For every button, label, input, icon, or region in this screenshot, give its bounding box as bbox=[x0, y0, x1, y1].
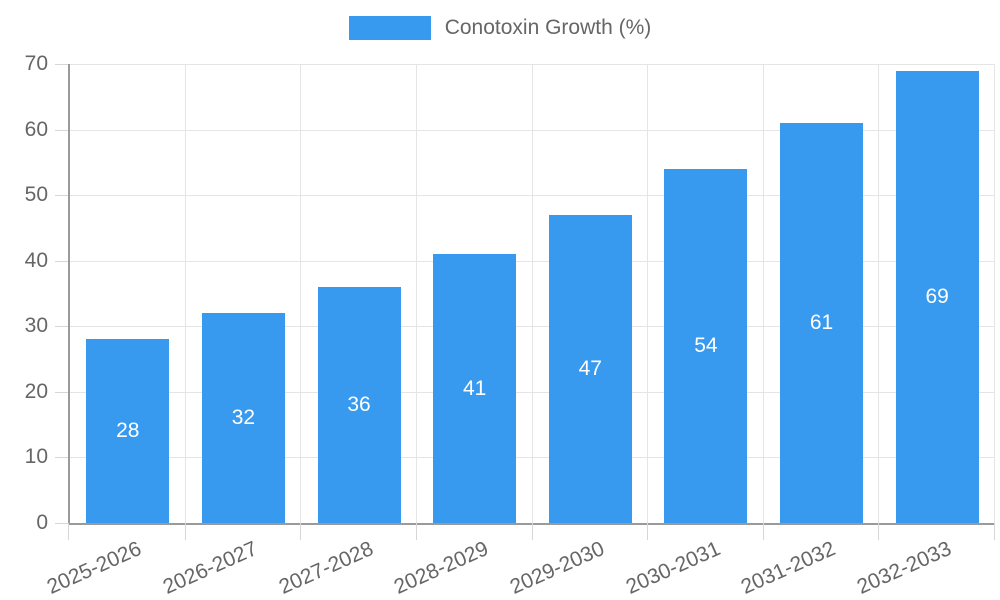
y-gridline bbox=[70, 391, 995, 393]
y-gridline bbox=[70, 195, 995, 197]
bar-2027-2028[interactable]: 36 bbox=[317, 286, 401, 523]
y-tick-mark bbox=[55, 326, 68, 328]
y-tick-mark bbox=[55, 457, 68, 459]
x-axis-tick-label: 2032-2033 bbox=[853, 537, 955, 599]
x-axis-tick-label: 2029-2030 bbox=[506, 537, 608, 599]
bar-value-label: 28 bbox=[116, 419, 140, 443]
y-gridline bbox=[70, 326, 995, 328]
bar-2032-2033[interactable]: 69 bbox=[895, 70, 979, 523]
bar-2026-2027[interactable]: 32 bbox=[201, 313, 285, 523]
bar-2030-2031[interactable]: 54 bbox=[664, 168, 748, 523]
y-tick-mark bbox=[55, 64, 68, 65]
y-tick-mark bbox=[55, 523, 68, 524]
y-axis-tick-label: 40 bbox=[24, 248, 48, 272]
x-axis-tick-label: 2030-2031 bbox=[622, 537, 724, 599]
x-gridline bbox=[994, 64, 995, 523]
x-axis-tick-label: 2027-2028 bbox=[275, 537, 377, 599]
y-axis-tick-label: 50 bbox=[24, 183, 48, 207]
x-tick-mark bbox=[531, 523, 533, 540]
x-gridline bbox=[878, 64, 880, 523]
y-axis-tick-label: 30 bbox=[24, 314, 48, 338]
bar-value-label: 32 bbox=[231, 406, 256, 430]
y-tick-mark bbox=[55, 260, 68, 262]
x-tick-mark bbox=[762, 523, 764, 540]
bar-value-label: 69 bbox=[925, 284, 949, 308]
plot-area: 0 10 20 30 40 50 60 70 28 32 36 41 47 54 61 69 2025-2026… bbox=[25, 53, 995, 599]
y-axis-tick-label: 20 bbox=[24, 379, 48, 403]
y-gridline bbox=[70, 129, 995, 131]
bar-value-label: 47 bbox=[578, 356, 602, 380]
y-tick-mark bbox=[55, 195, 68, 197]
x-gridline bbox=[300, 64, 302, 523]
x-axis-tick-label: 2026-2027 bbox=[159, 537, 261, 599]
x-gridline bbox=[415, 64, 417, 523]
x-tick-mark bbox=[878, 523, 880, 540]
chart-legend[interactable]: Conotoxin Growth (%) bbox=[0, 16, 1000, 40]
y-gridline bbox=[70, 260, 995, 262]
x-axis-tick-label: 2028-2029 bbox=[390, 537, 493, 599]
y-axis-tick-label: 60 bbox=[24, 117, 48, 141]
bar-2025-2026[interactable]: 28 bbox=[86, 339, 170, 523]
y-axis-tick-label: 70 bbox=[24, 52, 48, 75]
bar-value-label: 41 bbox=[463, 376, 487, 400]
bar-value-label: 61 bbox=[809, 311, 834, 334]
bar-2029-2030[interactable]: 47 bbox=[548, 214, 632, 523]
legend-swatch bbox=[348, 16, 431, 40]
x-gridline bbox=[647, 64, 649, 523]
x-axis-tick-label: 2025-2026 bbox=[44, 537, 146, 599]
x-tick-mark bbox=[994, 523, 995, 540]
y-tick-mark bbox=[55, 129, 68, 131]
bar-2031-2032[interactable]: 61 bbox=[780, 123, 864, 523]
legend-label: Conotoxin Growth (%) bbox=[444, 16, 652, 39]
y-axis-tick-label: 0 bbox=[36, 511, 48, 534]
y-axis-tick-label: 10 bbox=[24, 445, 48, 469]
x-gridline bbox=[531, 64, 533, 523]
x-tick-mark bbox=[184, 523, 186, 540]
x-tick-mark bbox=[68, 523, 69, 540]
x-gridline bbox=[184, 64, 186, 523]
y-gridline bbox=[70, 64, 995, 65]
x-gridline bbox=[762, 64, 764, 523]
x-axis-tick-label: 2031-2032 bbox=[737, 537, 839, 599]
x-tick-mark bbox=[415, 523, 417, 540]
x-tick-mark bbox=[647, 523, 649, 540]
y-tick-mark bbox=[55, 391, 68, 393]
x-tick-mark bbox=[300, 523, 302, 540]
y-gridline bbox=[70, 457, 995, 459]
bar-value-label: 36 bbox=[347, 392, 371, 416]
bar-value-label: 54 bbox=[694, 333, 718, 357]
bar-2028-2029[interactable]: 41 bbox=[433, 254, 517, 523]
